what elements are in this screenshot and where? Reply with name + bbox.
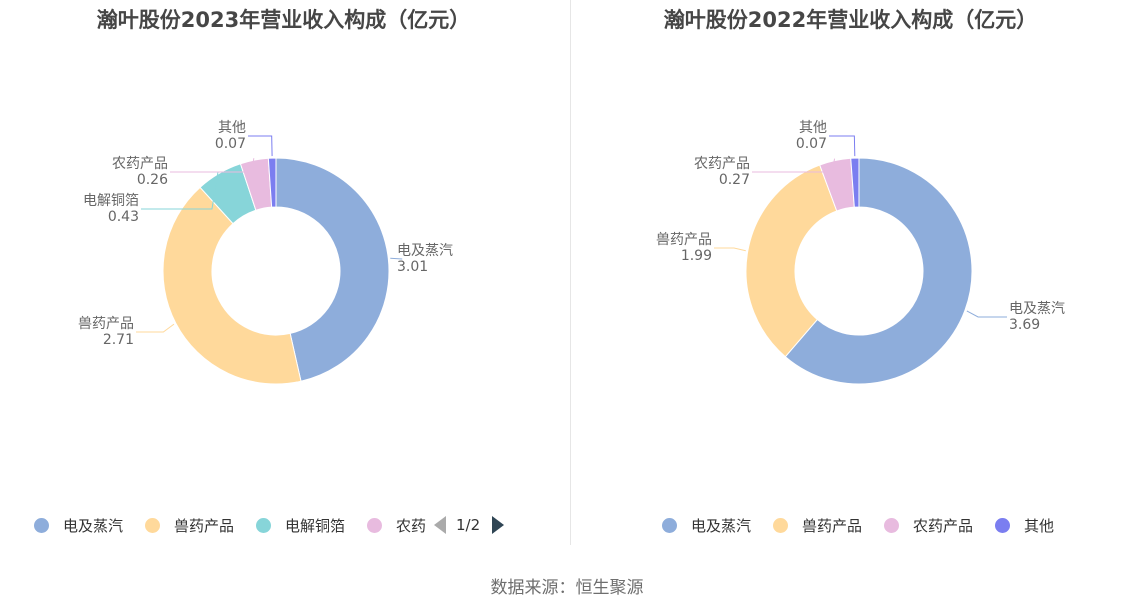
legend-label: 电解铜箔 (285, 516, 346, 535)
slice-其他[interactable] (850, 157, 860, 208)
pager-next-icon[interactable] (492, 516, 505, 534)
legend-dot-icon (884, 517, 900, 533)
slice-label-value: 2.71 (103, 332, 134, 348)
slice-label-name: 兽药产品 (78, 316, 134, 332)
legend-item[interactable]: 电及蒸汽 (34, 515, 123, 536)
legend-2022: 电及蒸汽 兽药产品 农药产品 其他 (662, 514, 1076, 536)
legend-2023: 电及蒸汽 兽药产品 电解铜箔 农药 1/2 (34, 514, 505, 536)
slice-兽药产品[interactable] (162, 186, 302, 385)
legend-label: 其他 (1024, 516, 1055, 535)
legend-dot-icon (995, 517, 1011, 533)
legend-dot-icon (145, 517, 161, 533)
slice-label-value: 0.43 (108, 209, 139, 225)
legend-dot-icon (773, 517, 789, 533)
leader-line-兽药产品 (714, 247, 746, 252)
slice-label-value: 0.07 (215, 136, 246, 152)
legend-item[interactable]: 兽药产品 (145, 515, 234, 536)
chart-title-2022: 瀚叶股份2022年营业收入构成（亿元） (663, 8, 1038, 32)
legend-item[interactable]: 农药 (367, 515, 426, 536)
divider (570, 0, 571, 545)
leader-line-电及蒸汽 (390, 257, 403, 260)
slice-label-name: 电解铜箔 (83, 193, 139, 209)
legend-pager: 1/2 (434, 516, 505, 534)
leader-line-农药产品 (170, 158, 255, 173)
legend-label: 兽药产品 (174, 516, 235, 535)
legend-dot-icon (256, 517, 272, 533)
slice-label-value: 0.26 (137, 172, 168, 188)
leader-line-电解铜箔 (141, 171, 219, 210)
slice-label-name: 电及蒸汽 (1009, 301, 1065, 317)
legend-label: 电及蒸汽 (63, 516, 124, 535)
slice-label-name: 农药产品 (694, 156, 750, 172)
slice-label-value: 1.99 (681, 248, 712, 264)
chart-panel-2023: 瀚叶股份2023年营业收入构成（亿元） 电及蒸汽 3.01 兽药产品 2.71 电解铜箔… (0, 0, 567, 545)
leader-line-电及蒸汽 (966, 310, 1007, 318)
slice-label-value: 3.01 (397, 259, 428, 275)
legend-dot-icon (367, 517, 383, 533)
legend-item[interactable]: 电及蒸汽 (662, 515, 751, 536)
leader-line-其他 (829, 135, 856, 157)
pager-prev-icon[interactable] (434, 516, 446, 534)
chart-title-2023: 瀚叶股份2023年营业收入构成（亿元） (96, 8, 471, 32)
slice-电及蒸汽[interactable] (275, 157, 390, 382)
legend-label: 电及蒸汽 (691, 516, 752, 535)
legend-dot-icon (662, 517, 677, 533)
legend-item[interactable]: 其他 (995, 515, 1054, 536)
legend-label: 农药产品 (913, 516, 974, 535)
leader-line-农药产品 (752, 158, 836, 173)
slice-其他[interactable] (267, 157, 277, 208)
data-source: 数据来源：恒生聚源 (490, 578, 644, 598)
slice-label-value: 3.69 (1009, 317, 1040, 333)
legend-label: 农药 (396, 516, 427, 535)
legend-label: 兽药产品 (802, 516, 863, 535)
slice-label-name: 兽药产品 (656, 232, 712, 248)
slice-label-name: 其他 (218, 120, 246, 136)
slice-label-name: 农药产品 (112, 156, 168, 172)
slice-label-name: 其他 (799, 120, 827, 136)
slice-电及蒸汽[interactable] (784, 157, 973, 385)
slice-label-name: 电及蒸汽 (397, 243, 453, 259)
slice-label-value: 0.07 (796, 136, 827, 152)
pager-page: 1/2 (456, 516, 481, 534)
chart-panel-2022: 瀚叶股份2022年营业收入构成（亿元） 电及蒸汽 3.69 兽药产品 1.99 农药产品… (567, 0, 1134, 545)
leader-line-其他 (248, 135, 273, 157)
slice-兽药产品[interactable] (745, 164, 838, 358)
legend-item[interactable]: 电解铜箔 (256, 515, 345, 536)
legend-item[interactable]: 兽药产品 (773, 515, 862, 536)
slice-label-value: 0.27 (719, 172, 750, 188)
legend-item[interactable]: 农药产品 (884, 515, 973, 536)
leader-line-兽药产品 (136, 323, 175, 333)
legend-dot-icon (34, 517, 49, 533)
